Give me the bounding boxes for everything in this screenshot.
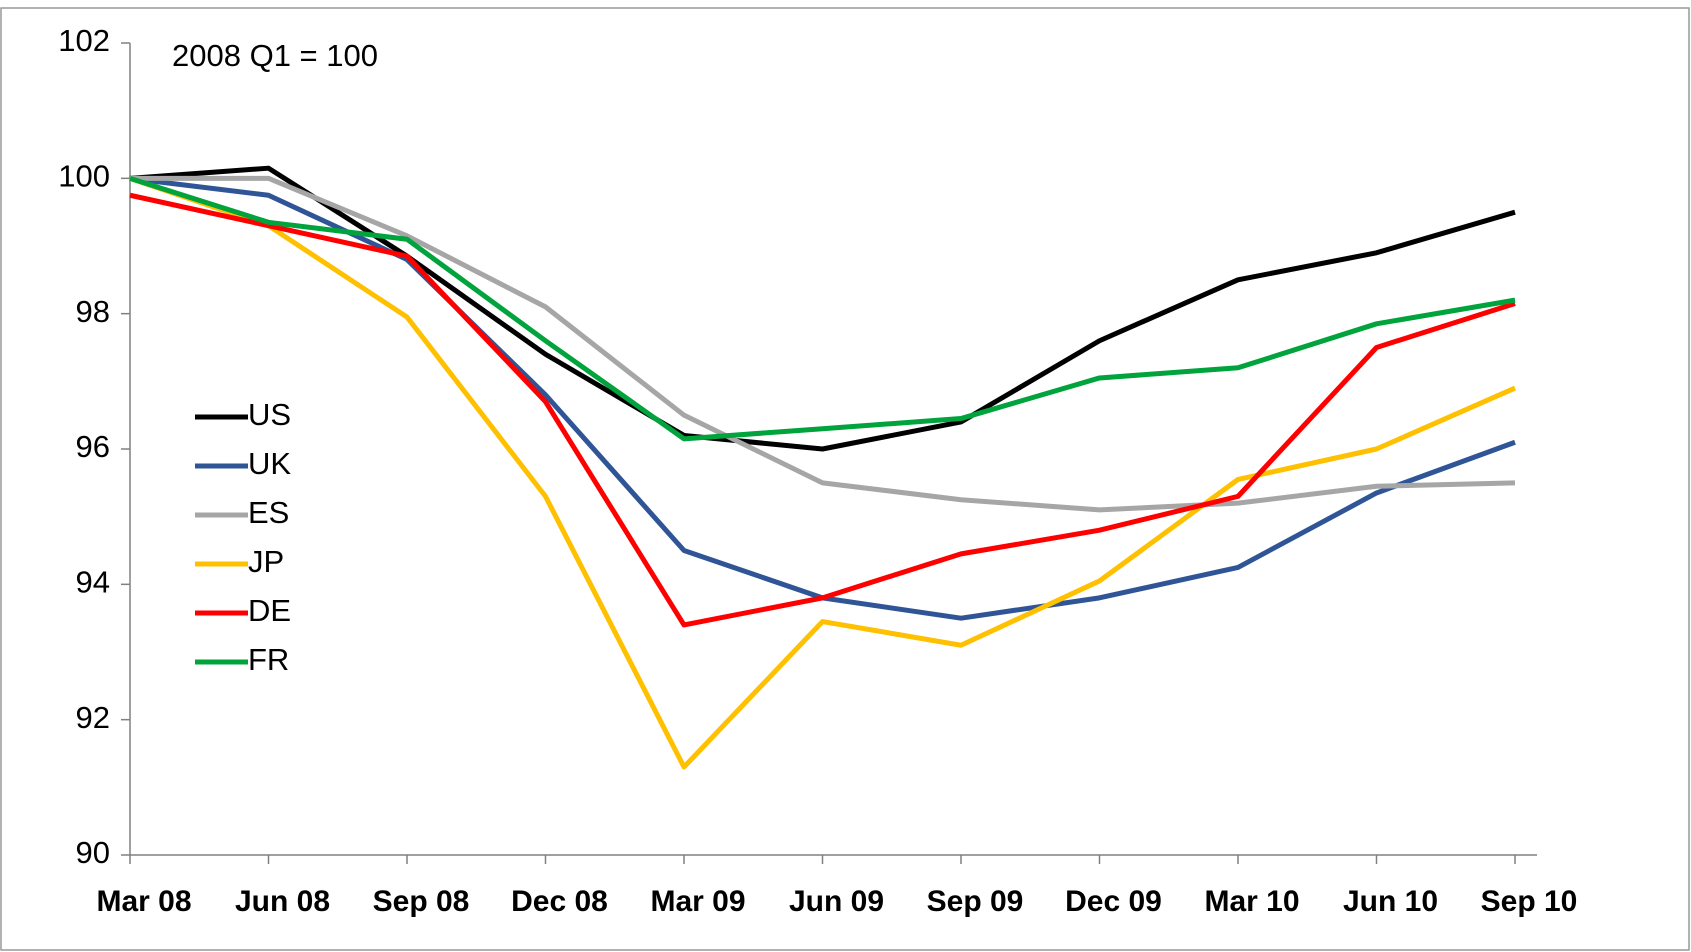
series-line — [129, 175, 1517, 770]
legend-label: US — [248, 397, 291, 432]
x-tick-label: Sep 08 — [373, 885, 470, 918]
series-line — [129, 175, 1516, 442]
y-tick-label: 92 — [76, 700, 110, 735]
x-tick-label: Sep 10 — [1481, 885, 1578, 918]
x-tick-label: Mar 09 — [650, 885, 745, 918]
legend-label: DE — [248, 593, 291, 628]
y-tick-label: 98 — [76, 294, 110, 329]
x-tick-label: Jun 09 — [789, 885, 884, 918]
x-tick-label: Dec 08 — [511, 885, 608, 918]
y-tick-label: 90 — [76, 835, 110, 870]
x-tick-label: Jun 10 — [1343, 885, 1438, 918]
annotation: 2008 Q1 = 100 — [172, 38, 378, 73]
series-line — [129, 175, 1516, 621]
legend-label: JP — [248, 544, 284, 579]
series-line — [130, 175, 1516, 513]
legend-label: UK — [248, 446, 291, 481]
x-tick-label: Dec 09 — [1065, 885, 1162, 918]
legend-label: ES — [248, 495, 289, 530]
x-tick-label: Sep 09 — [927, 885, 1024, 918]
y-tick-label: 94 — [76, 565, 110, 600]
series-line — [129, 165, 1516, 452]
x-tick-label: Mar 08 — [96, 885, 191, 918]
legend-label: FR — [248, 642, 289, 677]
x-tick-label: Mar 10 — [1204, 885, 1299, 918]
y-tick-label: 100 — [58, 159, 110, 194]
frame — [0, 7, 1690, 951]
y-tick-label: 102 — [58, 23, 110, 58]
series-line — [129, 192, 1516, 628]
x-tick-label: Jun 08 — [235, 885, 330, 918]
y-tick-label: 96 — [76, 429, 110, 464]
